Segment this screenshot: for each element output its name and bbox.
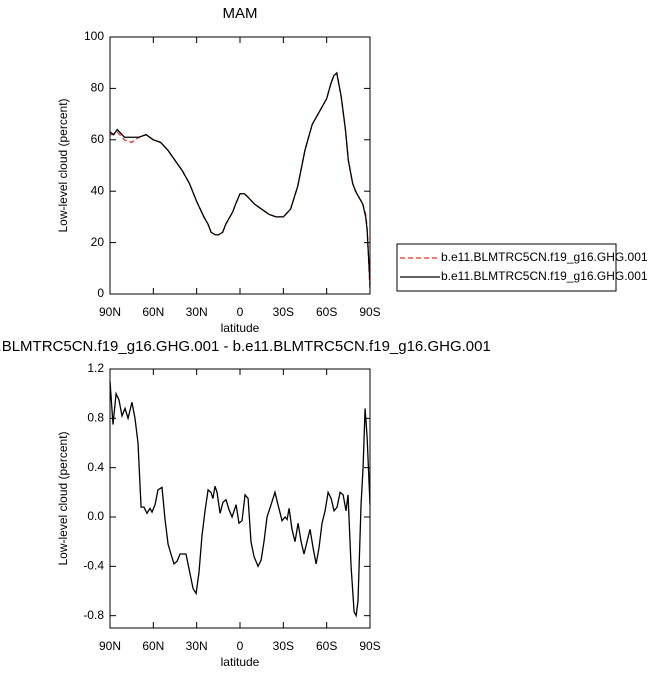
data-line bbox=[109, 381, 371, 618]
x-tick-label: 60N bbox=[142, 639, 164, 653]
legend-box bbox=[396, 243, 617, 292]
legend-label: b.e11.BLMTRC5CN.f19_g16.GHG.001 bbox=[441, 250, 648, 264]
x-tick-label: 90N bbox=[99, 639, 121, 653]
data-line bbox=[109, 71, 371, 284]
x-tick-label: 60S bbox=[316, 305, 337, 319]
x-tick-label: 60N bbox=[142, 305, 164, 319]
y-tick-label: 0.4 bbox=[87, 460, 104, 474]
y-tick-label: 0 bbox=[97, 286, 104, 300]
y-tick-label: 0.8 bbox=[87, 411, 104, 425]
y-tick-label: -0.4 bbox=[83, 559, 104, 573]
y-axis-label: Low-level cloud (percent) bbox=[56, 98, 70, 232]
x-tick-label: 30S bbox=[273, 305, 294, 319]
y-tick-label: 0.0 bbox=[87, 509, 104, 523]
x-axis-label: latitude bbox=[221, 655, 260, 669]
y-tick-label: 1.2 bbox=[87, 361, 104, 375]
y-tick-label: -0.8 bbox=[83, 608, 104, 622]
x-tick-label: 0 bbox=[237, 639, 244, 653]
y-tick-label: 20 bbox=[91, 235, 105, 249]
y-tick-label: 60 bbox=[91, 132, 105, 146]
legend-label: b.e11.BLMTRC5CN.f19_g16.GHG.001 bbox=[441, 269, 648, 283]
y-tick-label: 40 bbox=[91, 183, 105, 197]
x-tick-label: 30S bbox=[273, 639, 294, 653]
plot-frame bbox=[109, 36, 371, 295]
x-tick-label: 30N bbox=[186, 305, 208, 319]
x-tick-label: 30N bbox=[186, 639, 208, 653]
x-tick-label: 90N bbox=[99, 305, 121, 319]
y-axis-label: Low-level cloud (percent) bbox=[56, 431, 70, 565]
data-line bbox=[110, 71, 371, 292]
plot-frame bbox=[109, 368, 371, 629]
chart-title: MAM bbox=[223, 5, 258, 22]
x-tick-label: 90S bbox=[359, 639, 380, 653]
x-tick-label: 60S bbox=[316, 639, 337, 653]
y-tick-label: 80 bbox=[91, 81, 105, 95]
y-tick-label: 100 bbox=[84, 29, 104, 43]
x-tick-label: 90S bbox=[359, 305, 380, 319]
chart-title: 1.BLMTRC5CN.f19_g16.GHG.001 - b.e11.BLMT… bbox=[0, 338, 491, 355]
x-axis-label: latitude bbox=[221, 321, 260, 335]
x-tick-label: 0 bbox=[237, 305, 244, 319]
